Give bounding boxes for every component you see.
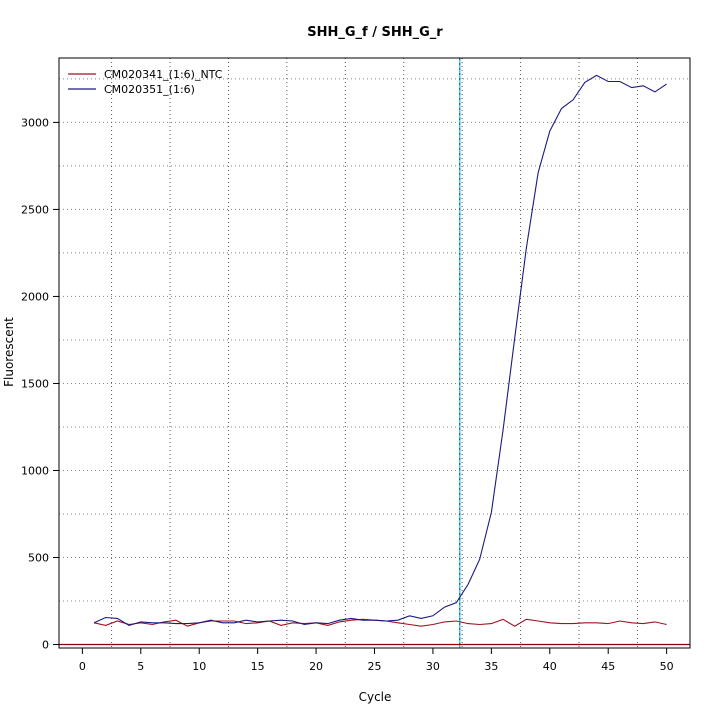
axes: 0 5 10 15 20 25 30 35 40 45 5005001000150020002500… [21,116,674,673]
x-tick-label: 45 [601,660,615,673]
y-tick-label: 2000 [21,290,49,303]
grid-lines [59,58,690,648]
y-tick-label: 0 [42,639,49,652]
x-tick-label: 25 [368,660,382,673]
x-tick-label: 0 [79,660,86,673]
plot-frame [58,57,691,649]
y-tick-label: 1000 [21,464,49,477]
x-axis-label: Cycle [359,690,392,704]
chart-title: SHH_G_f / SHH_G_r [307,25,443,40]
y-tick-label: 500 [28,551,49,564]
x-tick-label: 15 [251,660,265,673]
y-tick-label: 2500 [21,203,49,216]
y-tick-label: 1500 [21,377,49,390]
y-tick-label: 3000 [21,116,49,129]
x-tick-label: 35 [484,660,498,673]
series-line-2 [93,74,667,626]
x-tick-label: 5 [137,660,144,673]
legend: CM020341_(1:6)_NTC CM020351_(1:6) [68,68,223,96]
threshold-layer [59,58,690,648]
x-tick-label: 30 [426,660,440,673]
series-layer [93,74,667,627]
y-axis-label: Fluorescent [2,317,16,387]
x-tick-label: 50 [660,660,674,673]
legend-label-1: CM020341_(1:6)_NTC [104,68,223,81]
legend-label-2: CM020351_(1:6) [104,83,195,96]
x-tick-label: 20 [309,660,323,673]
x-tick-label: 40 [543,660,557,673]
x-tick-label: 10 [192,660,206,673]
